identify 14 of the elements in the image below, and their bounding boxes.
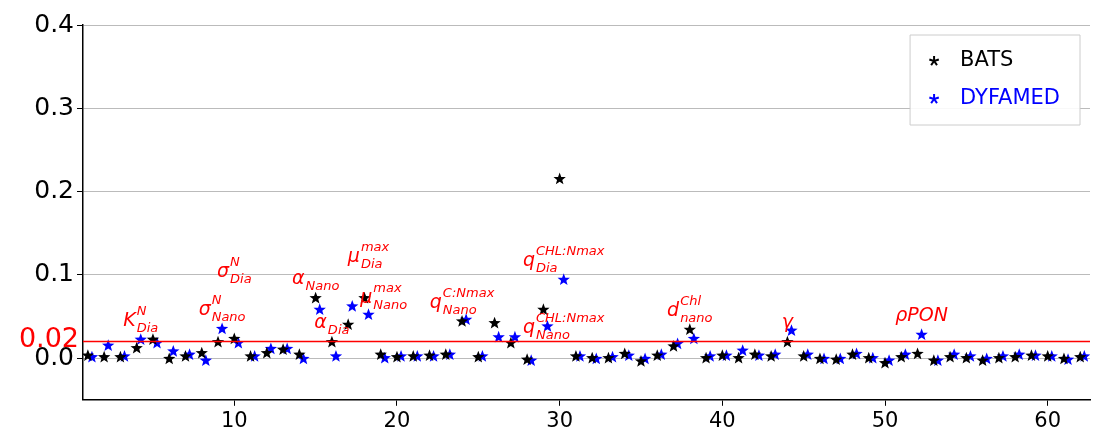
x-tick-label: 50 (871, 407, 899, 432)
x-tick-label: 60 (1034, 407, 1062, 432)
x-tick-label: 10 (220, 407, 248, 432)
y-tick-label: 0.2 (34, 175, 74, 205)
legend-label: BATS (960, 47, 1014, 72)
annotation: ρPON (895, 302, 948, 325)
y-tick-label: 0.1 (34, 258, 74, 288)
y-tick-label: 0.3 (34, 91, 74, 121)
x-tick-label: 40 (708, 407, 736, 432)
x-tick-label: 30 (546, 407, 574, 432)
x-tick-label: 20 (383, 407, 411, 432)
legend-label: DYFAMED (960, 85, 1061, 110)
annotation: γ (781, 310, 795, 333)
y-tick-label: 0.4 (34, 8, 74, 38)
